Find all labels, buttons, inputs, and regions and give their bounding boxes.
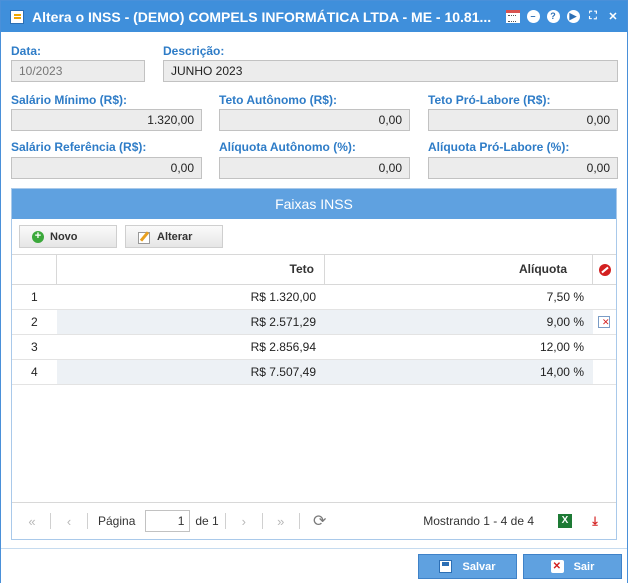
pdf-export-icon[interactable]: ⤓ <box>592 514 598 528</box>
aliquota-pro-labore-field[interactable]: 0,00 <box>428 157 618 179</box>
table-row[interactable]: 3 R$ 2.856,94 12,00 % <box>12 335 616 360</box>
teto-column-header[interactable]: Teto <box>57 255 325 284</box>
next-page-icon[interactable]: › <box>241 513 246 529</box>
teto-cell: R$ 1.320,00 <box>250 290 316 304</box>
descricao-label: Descrição: <box>163 44 225 58</box>
plus-icon: + <box>32 230 44 243</box>
page-total-label: de 1 <box>195 514 219 528</box>
faixas-panel-title: Faixas INSS <box>12 189 616 219</box>
remove-icon <box>598 263 611 276</box>
teto-autonomo-label: Teto Autônomo (R$): <box>219 93 337 107</box>
aliquota-cell: 9,00 % <box>546 315 584 329</box>
aliquota-autonomo-field[interactable]: 0,00 <box>219 157 410 179</box>
aliquota-cell: 7,50 % <box>546 290 584 304</box>
title-tools: – ? ▶ ⛶ ✕ <box>505 8 621 24</box>
aliquota-column-header[interactable]: Alíquota <box>325 255 593 284</box>
divider <box>298 513 300 529</box>
save-button[interactable]: Salvar <box>418 554 517 579</box>
aliquota-pro-labore-label: Alíquota Pró-Labore (%): <box>428 140 570 154</box>
faixas-panel: Faixas INSS + Novo Alterar Teto Alíquota… <box>11 188 617 540</box>
last-page-icon[interactable]: » <box>277 513 285 529</box>
play-icon[interactable]: ▶ <box>565 8 581 24</box>
salario-minimo-field[interactable]: 1.320,00 <box>11 109 202 131</box>
alterar-button-label: Alterar <box>157 230 193 243</box>
table-row[interactable]: 2 R$ 2.571,29 9,00 % <box>12 310 616 335</box>
delete-row-icon[interactable] <box>598 316 611 328</box>
excel-export-icon[interactable]: X <box>558 514 572 528</box>
divider <box>261 513 263 529</box>
descricao-field[interactable]: JUNHO 2023 <box>163 60 618 82</box>
exit-button-label: Sair <box>573 560 595 573</box>
prev-page-icon[interactable]: ‹ <box>66 513 72 529</box>
faixas-grid: Teto Alíquota 1 R$ 1.320,00 7,50 % 2 R$ … <box>12 254 616 385</box>
divider <box>224 513 226 529</box>
row-number: 3 <box>31 340 38 354</box>
teto-cell: R$ 2.856,94 <box>250 340 316 354</box>
row-action-cell <box>593 310 616 334</box>
divider <box>50 513 51 529</box>
close-icon[interactable]: ✕ <box>608 10 618 23</box>
teto-pro-labore-field[interactable]: 0,00 <box>428 109 618 131</box>
grid-header: Teto Alíquota <box>12 254 616 285</box>
aliquota-cell: 12,00 % <box>539 340 584 354</box>
first-page-icon[interactable]: « <box>28 513 36 529</box>
window-title: Altera o INSS - (DEMO) COMPELS INFORMÁTI… <box>32 8 492 25</box>
row-number: 4 <box>12 360 57 384</box>
row-number: 2 <box>12 310 57 334</box>
save-button-label: Salvar <box>462 560 496 573</box>
showing-count: Mostrando 1 - 4 de 4 <box>423 514 534 528</box>
exit-button[interactable]: Sair <box>523 554 622 579</box>
maximize-icon[interactable]: ⛶ <box>589 9 597 22</box>
teto-cell: R$ 7.507,49 <box>250 365 316 379</box>
salario-referencia-field[interactable]: 0,00 <box>11 157 202 179</box>
teto-pro-labore-label: Teto Pró-Labore (R$): <box>428 93 551 107</box>
row-action-cell <box>593 335 616 359</box>
teto-autonomo-field[interactable]: 0,00 <box>219 109 410 131</box>
novo-button[interactable]: + Novo <box>19 225 117 248</box>
salario-referencia-label: Salário Referência (R$): <box>11 140 147 154</box>
faixas-toolbar: + Novo Alterar <box>19 225 223 248</box>
page-label: Página <box>98 514 136 528</box>
divider <box>87 513 88 529</box>
teto-cell: R$ 2.571,29 <box>250 315 316 329</box>
remove-column-header[interactable] <box>593 255 616 284</box>
help-icon[interactable]: ? <box>545 8 561 24</box>
calendar-icon[interactable] <box>505 8 521 24</box>
page-number-input[interactable]: 1 <box>145 510 191 532</box>
row-action-cell <box>593 285 616 309</box>
data-label: Data: <box>11 44 42 58</box>
row-number: 1 <box>31 290 38 304</box>
row-action-cell <box>593 360 616 384</box>
table-row[interactable]: 4 R$ 7.507,49 14,00 % <box>12 360 616 385</box>
alterar-button[interactable]: Alterar <box>125 225 223 248</box>
novo-button-label: Novo <box>50 230 78 243</box>
title-bar[interactable]: Altera o INSS - (DEMO) COMPELS INFORMÁTI… <box>1 1 627 32</box>
refresh-icon[interactable]: ⟳ <box>313 513 327 530</box>
pagination-bar: « ‹ Página 1 de 1 › » ⟳ Mostrando 1 - 4 … <box>12 502 616 539</box>
table-row[interactable]: 1 R$ 1.320,00 7,50 % <box>12 285 616 310</box>
minimize-icon[interactable]: – <box>525 8 541 24</box>
aliquota-autonomo-label: Alíquota Autônomo (%): <box>219 140 356 154</box>
footer-bar: Salvar Sair <box>1 548 627 583</box>
row-number-header <box>12 255 57 284</box>
aliquota-cell: 14,00 % <box>539 365 584 379</box>
edit-window-icon <box>10 9 24 24</box>
exit-icon <box>550 560 564 573</box>
salario-minimo-label: Salário Mínimo (R$): <box>11 93 128 107</box>
save-icon <box>439 560 453 573</box>
pencil-icon <box>138 231 151 244</box>
data-field[interactable]: 10/2023 <box>11 60 145 82</box>
